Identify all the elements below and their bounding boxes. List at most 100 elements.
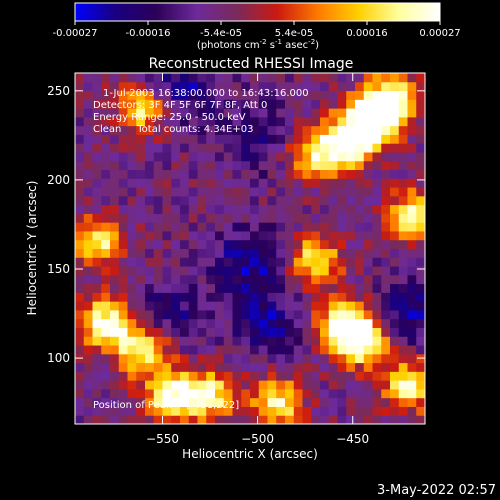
heatmap-cell	[407, 213, 417, 223]
heatmap-cell	[127, 90, 137, 100]
heatmap-cell	[83, 380, 93, 390]
heatmap-cell	[328, 213, 338, 223]
heatmap-cell	[346, 160, 356, 171]
heatmap-cell	[206, 73, 216, 83]
heatmap-cell	[398, 73, 408, 83]
heatmap-cell	[293, 99, 303, 109]
heatmap-cell	[83, 204, 93, 214]
heatmap-cell	[250, 90, 260, 100]
heatmap-cell	[197, 178, 207, 188]
heatmap-cell	[320, 204, 330, 214]
heatmap-cell	[215, 116, 225, 127]
heatmap-cell	[223, 222, 233, 232]
heatmap-cell	[153, 160, 163, 171]
heatmap-cell	[188, 345, 198, 355]
heatmap-cell	[188, 151, 198, 162]
heatmap-cell	[188, 257, 198, 267]
heatmap-cell	[285, 160, 295, 171]
heatmap-cell	[75, 230, 85, 241]
heatmap-cell	[110, 415, 120, 424]
heatmap-cell	[223, 274, 233, 285]
heatmap-cell	[180, 178, 190, 188]
heatmap-cell	[398, 380, 408, 390]
heatmap-cell	[215, 239, 225, 249]
heatmap-cell	[118, 301, 128, 311]
heatmap-cell	[346, 143, 356, 153]
heatmap-cell	[75, 99, 85, 109]
heatmap-cell	[118, 169, 128, 179]
colorbar-tick-label: 5.4e-05	[275, 28, 313, 39]
heatmap-cell	[407, 204, 417, 214]
heatmap-cell	[398, 257, 408, 267]
heatmap-cell	[293, 380, 303, 390]
heatmap-cell	[398, 292, 408, 302]
heatmap-cell	[372, 248, 382, 258]
heatmap-cell	[302, 73, 312, 83]
heatmap-cell	[145, 195, 155, 206]
heatmap-cell	[127, 116, 137, 127]
heatmap-cell	[110, 160, 120, 171]
heatmap-cell	[355, 187, 365, 197]
heatmap-cell	[241, 187, 251, 197]
heatmap-cell	[398, 134, 408, 144]
colorbar-tick-label: -0.00027	[53, 28, 98, 39]
heatmap-cell	[372, 397, 382, 407]
heatmap-cell	[153, 362, 163, 372]
heatmap-cell	[232, 116, 242, 127]
heatmap-cell	[110, 283, 120, 293]
heatmap-cell	[250, 204, 260, 214]
heatmap-cell	[206, 327, 216, 337]
heatmap-cell	[92, 345, 102, 355]
heatmap-cell	[215, 353, 225, 364]
heatmap-cell	[363, 309, 373, 320]
heatmap-cell	[127, 266, 137, 276]
heatmap-cell	[136, 257, 146, 267]
heatmap-cell	[171, 187, 181, 197]
heatmap-cell	[285, 169, 295, 179]
heatmap-cell	[320, 257, 330, 267]
heatmap-cell	[101, 134, 111, 144]
heatmap-cell	[355, 178, 365, 188]
heatmap-cell	[223, 213, 233, 223]
heatmap-cell	[162, 169, 172, 179]
heatmap-cell	[337, 301, 347, 311]
heatmap-cell	[215, 187, 225, 197]
heatmap-cell	[311, 151, 321, 162]
heatmap-cell	[258, 345, 268, 355]
heatmap-cell	[293, 336, 303, 346]
annotation-energy-range: Energy Range: 25.0 - 50.0 keV	[93, 112, 246, 123]
heatmap-cell	[372, 230, 382, 241]
heatmap-cell	[197, 222, 207, 232]
heatmap-cell	[101, 309, 111, 320]
heatmap-cell	[83, 73, 93, 83]
heatmap-cell	[153, 318, 163, 328]
heatmap-cell	[320, 353, 330, 364]
heatmap-cell	[75, 292, 85, 302]
heatmap-cell	[118, 230, 128, 241]
heatmap-cell	[267, 345, 277, 355]
heatmap-cell	[398, 151, 408, 162]
heatmap-cell	[75, 125, 85, 135]
heatmap-cell	[232, 239, 242, 249]
heatmap-cell	[197, 327, 207, 337]
heatmap-cell	[75, 406, 85, 416]
heatmap-cell	[355, 406, 365, 416]
heatmap-cell	[83, 248, 93, 258]
heatmap-cell	[346, 90, 356, 100]
heatmap-cell	[372, 406, 382, 416]
heatmap-cell	[101, 283, 111, 293]
heatmap-cell	[241, 99, 251, 109]
heatmap-cell	[258, 222, 268, 232]
heatmap-cell	[232, 204, 242, 214]
heatmap-cell	[346, 292, 356, 302]
heatmap-cell	[337, 345, 347, 355]
heatmap-cell	[416, 283, 425, 293]
heatmap-cell	[241, 213, 251, 223]
heatmap-cell	[258, 178, 268, 188]
heatmap-cell	[328, 230, 338, 241]
heatmap-cell	[293, 274, 303, 285]
heatmap-cell	[223, 108, 233, 118]
heatmap-cell	[267, 204, 277, 214]
heatmap-cell	[162, 274, 172, 285]
heatmap-image	[75, 73, 425, 424]
